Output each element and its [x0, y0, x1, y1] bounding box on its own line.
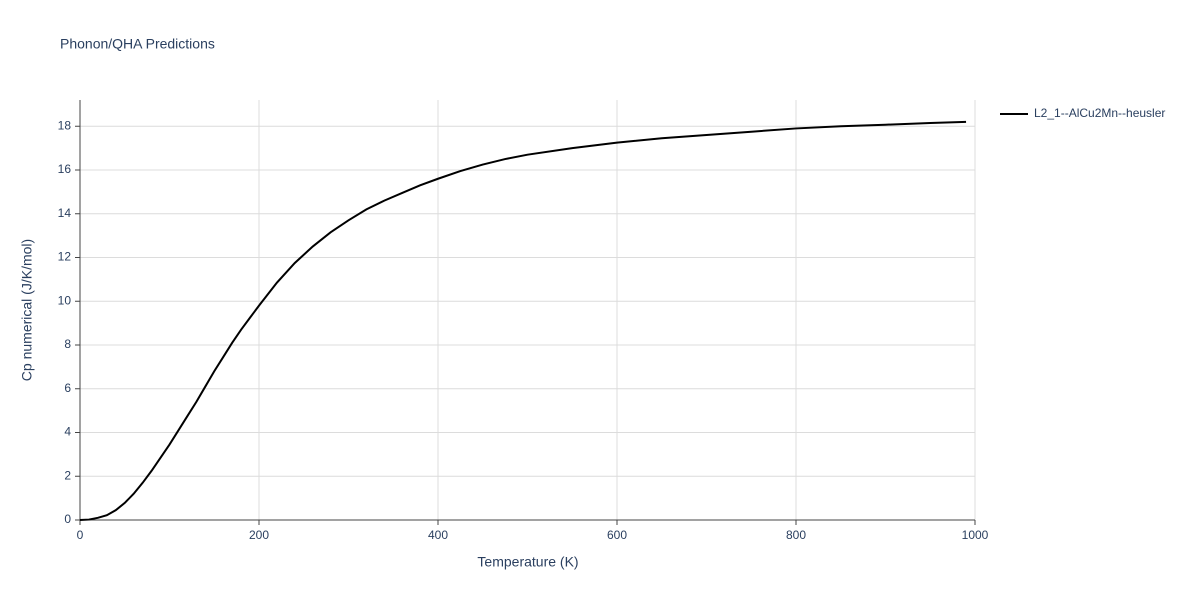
y-tick-label: 0 — [64, 512, 71, 526]
y-tick-label: 10 — [58, 293, 72, 307]
x-tick-label: 800 — [786, 528, 806, 542]
y-tick-label: 6 — [64, 381, 71, 395]
x-tick-label: 1000 — [962, 528, 989, 542]
y-tick-label: 2 — [64, 468, 71, 482]
y-tick-label: 14 — [58, 206, 72, 220]
x-tick-label: 200 — [249, 528, 269, 542]
x-tick-label: 400 — [428, 528, 448, 542]
data-line — [79, 120, 967, 521]
x-tick-label: 0 — [77, 528, 84, 542]
y-tick-label: 16 — [58, 162, 72, 176]
x-axis-label: Temperature (K) — [477, 554, 578, 570]
chart-title: Phonon/QHA Predictions — [60, 36, 215, 52]
y-tick-label: 4 — [64, 425, 71, 439]
y-axis-label: Cp numerical (J/K/mol) — [19, 239, 35, 381]
y-tick-label: 12 — [58, 250, 72, 264]
y-tick-label: 8 — [64, 337, 71, 351]
x-tick-label: 600 — [607, 528, 627, 542]
y-tick-label: 18 — [58, 118, 72, 132]
legend-label: L2_1--AlCu2Mn--heusler — [1034, 106, 1165, 120]
